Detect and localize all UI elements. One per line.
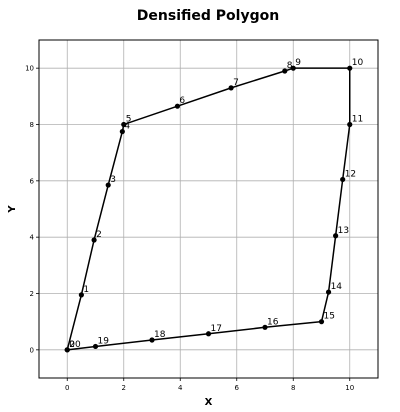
polygon-series — [64, 65, 353, 353]
vertex-marker — [92, 343, 99, 350]
vertex-marker — [105, 182, 111, 188]
vertex-marker — [78, 292, 84, 298]
y-tick-label: 4 — [30, 234, 35, 242]
x-tick-label: 0 — [65, 384, 69, 392]
vertex-label: 4 — [124, 122, 130, 132]
vertex-marker — [205, 331, 212, 337]
x-tick-label: 10 — [345, 384, 354, 392]
vertex-label: 2 — [96, 230, 102, 240]
vertex-marker — [290, 65, 296, 71]
y-tick-label: 6 — [30, 177, 35, 185]
vertex-label: 6 — [179, 96, 185, 106]
vertex-label: 8 — [287, 61, 293, 71]
vertex-marker — [121, 121, 127, 128]
vertex-label: 13 — [338, 226, 349, 236]
y-tick-label: 10 — [25, 65, 34, 73]
vertex-label: 17 — [211, 324, 222, 334]
vertex-label: 12 — [345, 169, 356, 179]
vertex-label: 3 — [110, 175, 116, 185]
vertex-label: 14 — [331, 282, 343, 292]
vertex-label: 9 — [295, 58, 301, 68]
vertex-marker — [174, 103, 181, 109]
vertex-marker — [262, 324, 268, 330]
vertex-marker — [347, 65, 353, 71]
vertex-marker — [318, 319, 325, 325]
vertex-label: 10 — [352, 58, 364, 68]
vertex-marker — [333, 233, 339, 239]
chart-title: Densified Polygon — [136, 8, 280, 24]
vertex-label: 20 — [69, 340, 81, 350]
vertex-label: 5 — [126, 115, 132, 125]
vertex-label: 1 — [83, 285, 89, 295]
vertex-marker — [325, 289, 332, 295]
vertex-marker — [282, 68, 288, 74]
polygon-line — [66, 67, 351, 351]
vertex-label: 18 — [154, 330, 166, 340]
x-tick-label: 6 — [235, 384, 240, 392]
vertex-marker — [340, 176, 346, 183]
vertex-label: 7 — [233, 78, 239, 88]
vertex-marker — [91, 237, 97, 243]
vertex-marker — [347, 121, 353, 128]
vertex-label: 16 — [267, 317, 279, 327]
vertex-marker — [149, 337, 155, 343]
y-tick-label: 0 — [30, 346, 34, 354]
grid-lines — [39, 40, 378, 378]
vertex-marker — [228, 85, 234, 91]
plot-frame — [38, 39, 379, 379]
vertex-marker — [64, 347, 70, 353]
y-axis-label: Y — [7, 205, 18, 214]
x-tick-label: 8 — [291, 384, 295, 392]
x-tick-label: 4 — [178, 384, 183, 392]
y-tick-label: 2 — [30, 290, 34, 298]
vertex-label: 0 — [69, 340, 75, 350]
vertex-label: 11 — [352, 115, 363, 125]
y-tick-label: 8 — [30, 121, 34, 129]
vertex-label: 19 — [98, 336, 110, 346]
vertex-label: 15 — [324, 312, 335, 322]
x-axis-label: X — [205, 397, 213, 408]
vertex-marker — [119, 128, 125, 135]
x-tick-label: 2 — [122, 384, 126, 392]
